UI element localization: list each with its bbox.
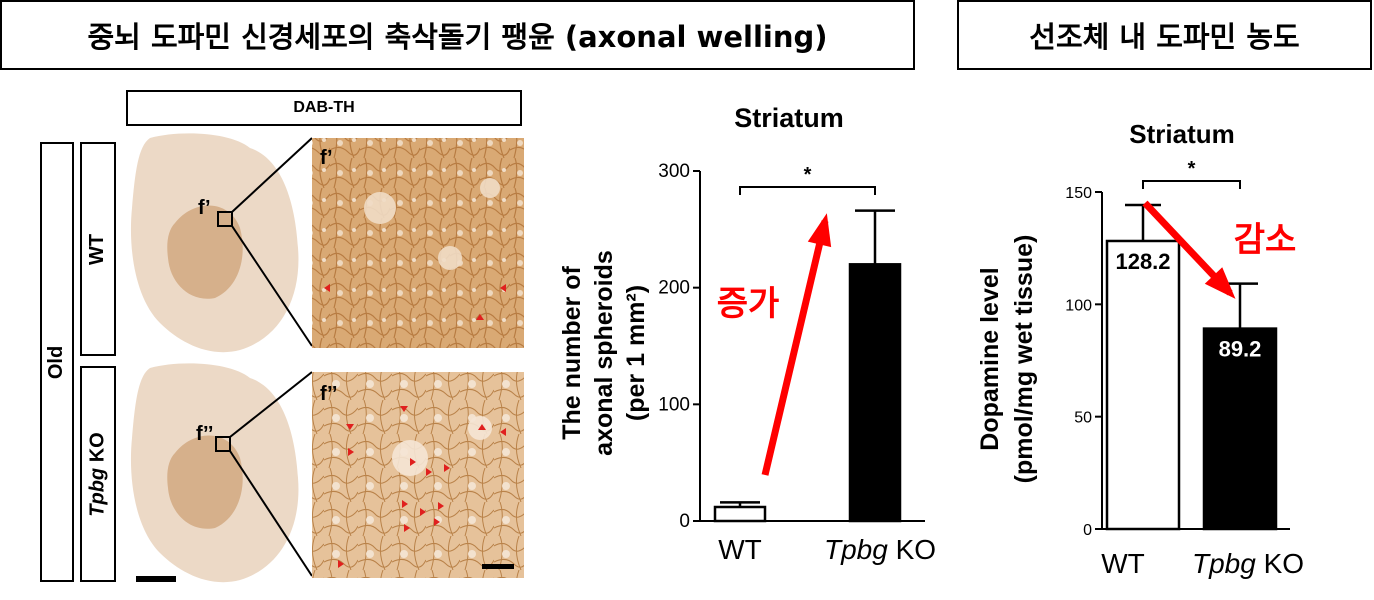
roi-box-wt [217,211,233,227]
inset1-label: f’ [320,147,333,169]
roi-box-ko [215,436,231,452]
chart1-bar-1 [848,263,902,523]
chart1-ytick-label-3: 300 [658,161,690,182]
brain2-label: f’’ [196,423,213,445]
inset2-label: f’’ [320,383,337,405]
chart2-bar-0 [1105,239,1181,531]
chart1-annotation: 증가 [717,285,780,323]
inset-ko [312,372,524,578]
micrograph-images: f’ f’’ f’ f’’ [130,133,524,583]
row2-label: Tpbg KO [87,432,110,516]
chart2-title: Striatum [1129,119,1234,149]
chart1-ylabel-1: The number of [558,266,586,440]
chart2-annotation: 감소 [1234,221,1297,259]
chart2-value-label-0: 128.2 [1115,249,1170,274]
chart1-trend-arrow [761,220,829,476]
age-label: Old [45,345,68,379]
chart2-category-label-0: WT [1101,548,1145,579]
right-header: 선조체 내 도파민 농도 [957,0,1372,70]
chart1-ytick-label-0: 0 [679,511,690,532]
chart2-ytick-label-2: 100 [1065,297,1092,314]
row2-label-box: Tpbg KO [80,366,116,582]
chart2-trend-arrowhead [1204,267,1236,299]
chart-axonal-spheroids: Striatum The number of axonal spheroids … [558,103,936,565]
left-header: 중뇌 도파민 신경세포의 축삭돌기 팽윤 (axonal welling) [0,0,915,70]
chart2-ytick-label-0: 0 [1083,522,1092,539]
chart2-ylabel-2: (pmol/mg wet tissue) [1010,235,1038,484]
chart1-ytick-label-2: 200 [658,278,690,299]
chart2-significance-bracket [1142,180,1241,189]
row1-label-box: WT [80,142,116,356]
brain-section-ko [130,363,313,583]
chart1-ytick-label-1: 100 [658,394,690,415]
chart2-ytick-label-1: 50 [1074,410,1092,427]
chart1-trend-arrowhead [807,213,832,248]
stain-label-box: DAB-TH [126,90,522,126]
chart2-bar-1 [1202,327,1278,531]
chart1-category-label-1: Tpbg KO [824,534,936,565]
chart2-ylabel-1: Dopamine level [976,267,1004,450]
chart1-bar-0 [713,505,767,523]
age-label-box: Old [40,142,74,582]
brain-section-wt [130,133,313,353]
right-header-text: 선조체 내 도파민 농도 [1029,20,1300,54]
chart2-ytick-label-3: 150 [1065,185,1092,202]
brain1-label: f’ [198,197,211,219]
row2-label-rest: KO [86,431,109,468]
chart1-significance-star: * [804,164,812,186]
inset-wt [312,138,524,348]
row1-label: WT [86,233,109,265]
arrowheads [324,284,506,568]
chart1-ylabel-3: (per 1 mm²) [622,285,650,421]
chart2-significance-star: * [1188,158,1196,180]
chart-dopamine-level: Striatum Dopamine level (pmol/mg wet tis… [976,119,1304,579]
chart1-significance-bracket [739,186,876,195]
chart1-category-label-0: WT [718,534,762,565]
left-header-text: 중뇌 도파민 신경세포의 축삭돌기 팽윤 (axonal welling) [87,20,828,54]
chart1-title: Striatum [734,103,844,133]
row2-label-italic: Tpbg [86,467,109,517]
chart2-category-label-1: Tpbg KO [1192,548,1304,579]
chart2-value-label-1: 89.2 [1219,337,1262,362]
stain-label: DAB-TH [293,99,355,116]
chart1-ylabel-2: axonal spheroids [590,250,618,456]
